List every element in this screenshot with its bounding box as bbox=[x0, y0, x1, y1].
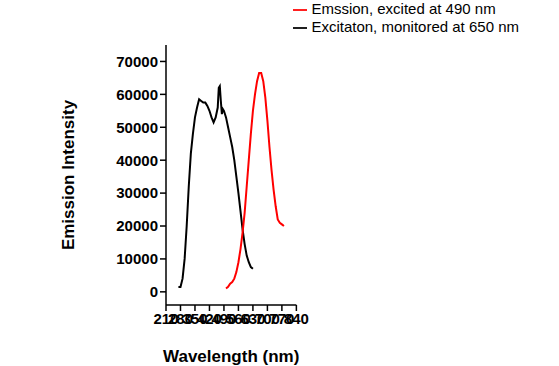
svg-text:0: 0 bbox=[150, 283, 158, 300]
svg-text:840: 840 bbox=[284, 310, 309, 327]
svg-text:Wavelength (nm): Wavelength (nm) bbox=[163, 347, 299, 366]
html-text:Emssion, excited at 490 nm: Emssion, excited at 490 nm bbox=[311, 0, 496, 17]
svg-text:560: 560 bbox=[225, 309, 251, 327]
svg-text:40000: 40000 bbox=[116, 152, 158, 169]
svg-text:70000: 70000 bbox=[116, 53, 158, 70]
svg-text:700: 700 bbox=[254, 309, 280, 327]
svg-text:20000: 20000 bbox=[116, 217, 158, 234]
svg-text:350: 350 bbox=[182, 309, 208, 327]
svg-text:50000: 50000 bbox=[116, 119, 158, 136]
svg-text:420: 420 bbox=[196, 309, 222, 327]
svg-text:630: 630 bbox=[240, 309, 266, 327]
svg-text:60000: 60000 bbox=[116, 86, 158, 103]
svg-text:Emission Intensity: Emission Intensity bbox=[59, 99, 78, 250]
html-text:Excitaton, monitored at 650 nm: Excitaton, monitored at 650 nm bbox=[311, 18, 519, 35]
svg-text:210: 210 bbox=[153, 309, 179, 327]
svg-text:280: 280 bbox=[168, 309, 193, 327]
svg-text:770: 770 bbox=[269, 309, 295, 327]
svg-text:10000: 10000 bbox=[116, 250, 158, 267]
svg-text:30000: 30000 bbox=[116, 184, 158, 201]
svg-text:490: 490 bbox=[211, 309, 237, 327]
